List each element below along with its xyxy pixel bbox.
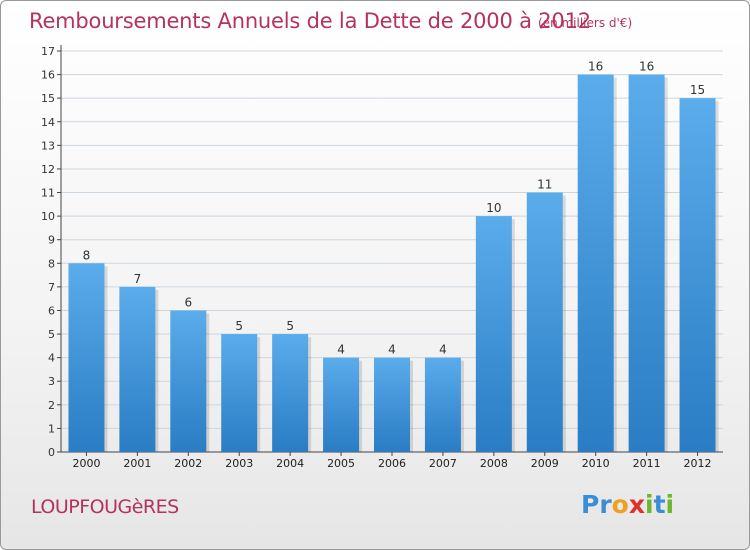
x-tick-label: 2008 [480, 457, 508, 470]
data-label: 4 [439, 343, 447, 357]
x-tick-label: 2011 [633, 457, 661, 470]
data-label: 7 [134, 272, 142, 286]
data-label: 16 [639, 60, 654, 74]
x-tick-label: 2006 [378, 457, 406, 470]
data-label: 11 [537, 178, 552, 192]
bar [68, 263, 105, 452]
x-tick-label: 2010 [582, 457, 610, 470]
proxiti-logo[interactable]: Proxiti [581, 490, 674, 519]
data-label: 15 [690, 83, 705, 97]
y-tick-label: 6 [48, 304, 55, 317]
y-tick-label: 7 [48, 281, 55, 294]
bar [323, 357, 360, 452]
x-tick-label: 2003 [225, 457, 253, 470]
chart-unit: (en milliers d'€) [538, 16, 633, 30]
commune-name: LOUPFOUGèRES [31, 496, 179, 518]
x-tick-label: 2005 [327, 457, 355, 470]
logo-letter: x [628, 490, 645, 519]
data-label: 4 [337, 343, 345, 357]
data-label: 6 [184, 295, 192, 309]
bar [221, 334, 258, 452]
y-tick-label: 17 [41, 45, 55, 58]
y-tick-label: 5 [48, 328, 55, 341]
bar [424, 357, 461, 452]
logo-letter: P [581, 490, 600, 519]
data-label: 4 [388, 343, 396, 357]
bar [628, 74, 665, 453]
y-tick-label: 1 [48, 422, 55, 435]
data-label: 16 [588, 60, 603, 74]
logo-letter: r [599, 490, 612, 519]
data-label: 5 [235, 319, 243, 333]
bar [374, 357, 410, 452]
data-label: 10 [486, 201, 501, 215]
x-tick-label: 2007 [429, 457, 457, 470]
y-tick-label: 13 [41, 139, 55, 152]
y-tick-label: 2 [48, 399, 55, 412]
x-tick-label: 2009 [531, 457, 559, 470]
y-tick-label: 15 [41, 92, 55, 105]
x-tick-label: 2002 [174, 457, 202, 470]
y-tick-label: 9 [48, 234, 55, 247]
y-tick-label: 4 [48, 352, 55, 365]
y-tick-label: 14 [41, 116, 55, 129]
bar [577, 74, 614, 453]
logo-letter: i [645, 490, 654, 519]
y-tick-label: 10 [41, 210, 55, 223]
bar [119, 286, 156, 452]
bar [679, 98, 716, 453]
y-tick-label: 16 [41, 69, 55, 82]
x-tick-label: 2012 [684, 457, 712, 470]
x-tick-label: 2004 [276, 457, 304, 470]
data-label: 8 [83, 248, 91, 262]
y-tick-label: 3 [48, 375, 55, 388]
bar [526, 192, 563, 452]
y-tick-label: 0 [48, 446, 55, 459]
data-label: 5 [286, 319, 294, 333]
bar [272, 334, 309, 452]
y-tick-label: 12 [41, 163, 55, 176]
x-tick-label: 2001 [123, 457, 151, 470]
x-tick-label: 2000 [72, 457, 100, 470]
bar [475, 216, 512, 452]
y-tick-label: 8 [48, 257, 55, 270]
logo-letter: i [665, 490, 675, 519]
logo-letter: t [653, 490, 666, 519]
bar [170, 310, 207, 452]
logo-letter: o [611, 490, 629, 519]
chart-title: Remboursements Annuels de la Dette de 20… [29, 9, 591, 33]
y-tick-label: 11 [41, 187, 55, 200]
